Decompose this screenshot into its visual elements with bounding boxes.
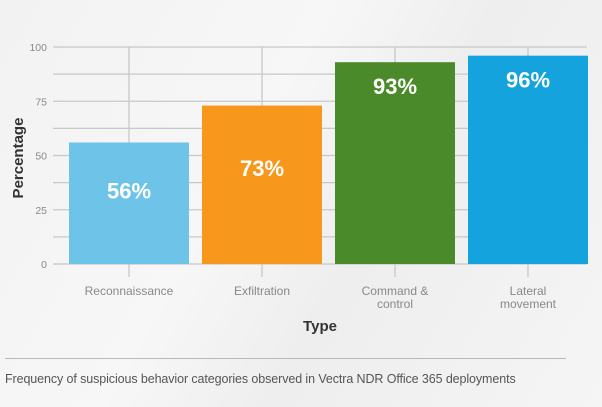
y-tick-label: 0 xyxy=(41,259,47,271)
x-axis-title: Type xyxy=(303,318,337,335)
y-tick-label: 25 xyxy=(35,205,47,217)
bar xyxy=(202,105,322,264)
bar xyxy=(468,55,588,265)
x-tick-label: Reconnaissance xyxy=(85,284,174,298)
chart-caption: Frequency of suspicious behavior categor… xyxy=(5,372,516,386)
y-tick-label: 50 xyxy=(35,151,47,163)
x-tick-label: movement xyxy=(500,297,557,311)
y-tick-label: 75 xyxy=(35,96,47,108)
data-label: 96% xyxy=(506,68,550,93)
data-label: 93% xyxy=(373,74,417,99)
y-tick-label: 100 xyxy=(29,42,47,54)
data-label: 73% xyxy=(240,156,284,181)
x-tick-label: Exfiltration xyxy=(234,284,290,298)
data-label: 56% xyxy=(107,179,151,204)
y-axis-title: Percentage xyxy=(10,118,27,199)
bar xyxy=(335,62,455,264)
x-tick-label: control xyxy=(377,297,413,311)
x-tick-label: Lateral xyxy=(510,284,547,298)
bar xyxy=(69,142,189,264)
x-tick-label: Command & xyxy=(362,284,429,298)
bar-chart: 0 25 50 75 100 56% Reconnaissance 73% Exfiltrati… xyxy=(10,42,588,335)
divider xyxy=(5,358,566,359)
